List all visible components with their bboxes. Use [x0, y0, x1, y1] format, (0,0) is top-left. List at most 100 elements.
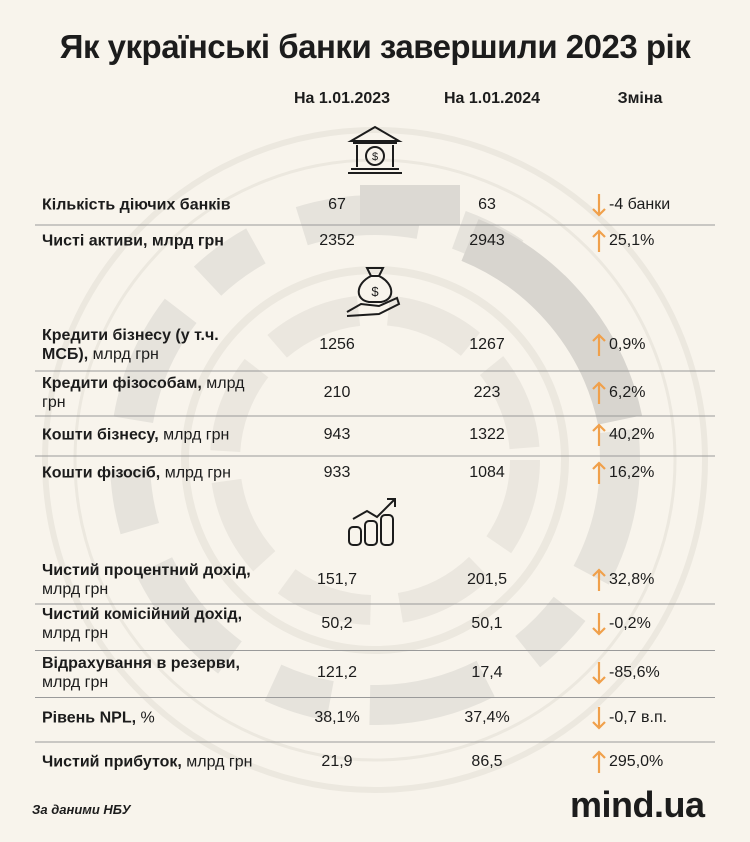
value-2024: 50,1: [471, 615, 503, 632]
value-2023: 1256: [319, 336, 355, 353]
change: 295,0%: [592, 750, 663, 774]
column-header: На 1.01.2023: [293, 90, 391, 107]
growth-icon: [348, 498, 396, 546]
arrow-up: [592, 750, 606, 773]
change-text: 0,9%: [609, 336, 646, 353]
arrow-up: [592, 229, 606, 252]
row-label: Кошти фізосіб, млрд грн: [42, 464, 267, 483]
table-row: Чистий прибуток, млрд грн 21,9 86,5 295,0%: [0, 740, 750, 784]
value-2024: 223: [473, 384, 501, 401]
svg-text:$: $: [372, 151, 378, 163]
value-2023: 121,2: [316, 664, 358, 681]
row-label: Кредити бізнесу (у т.ч. МСБ), млрд грн: [42, 326, 267, 364]
change-text: 25,1%: [609, 232, 655, 249]
arc: [461, 219, 643, 425]
change: -0,2%: [592, 612, 651, 636]
row-unit: млрд грн: [92, 346, 159, 363]
table-row: Кредити фізособам, млрд грн 210 223 6,2%: [0, 371, 750, 415]
change: 32,8%: [592, 568, 654, 592]
arrow-up: [592, 568, 606, 591]
row-name: Кредити бізнесу (у т.ч. МСБ),: [42, 327, 219, 363]
arrow-down: [592, 613, 606, 636]
table-row: Кошти бізнесу, млрд грн 943 1322 40,2%: [0, 413, 750, 457]
row-name: Чистий прибуток,: [42, 753, 182, 771]
row-unit: %: [140, 709, 155, 727]
table-row: Кошти фізосіб, млрд грн 933 1084 16,2%: [0, 451, 750, 495]
change: 25,1%: [592, 229, 654, 253]
value-2023: 38,1%: [314, 709, 360, 726]
row-name: Відрахування в резерви,: [42, 655, 240, 672]
row-unit: млрд грн: [42, 674, 109, 691]
change: -0,7 в.п.: [592, 706, 667, 730]
column-header: На 1.01.2024: [443, 90, 541, 107]
change-text: 16,2%: [609, 464, 655, 481]
change-text: 32,8%: [609, 571, 655, 588]
value-2024: 37,4%: [464, 709, 510, 726]
arrow-up: [592, 423, 606, 446]
value-2024: 1322: [469, 426, 505, 443]
column-header: Зміна: [617, 90, 663, 107]
row-label: Чисті активи, млрд грн: [42, 232, 267, 251]
table-row: Чисті активи, млрд грн 2352 2943 25,1%: [0, 219, 750, 263]
brand: mind.ua: [570, 784, 705, 825]
change-text: 40,2%: [609, 426, 655, 443]
row-label: Чистий прибуток, млрд грн: [42, 753, 267, 772]
value-2023: 21,9: [321, 753, 353, 770]
row-label: Рівень NPL, %: [42, 709, 267, 728]
table-row: Кредити бізнесу (у т.ч. МСБ), млрд грн 12…: [0, 323, 750, 367]
row-name: Чистий комісійний дохід,: [42, 606, 243, 623]
value-2024: 1267: [469, 336, 505, 353]
money-bag-icon: $: [346, 267, 401, 317]
bank-icon: $: [347, 125, 403, 174]
row-name: Чисті активи, млрд грн: [42, 232, 224, 250]
arrow-down: [592, 707, 606, 730]
arrow-up: [592, 461, 606, 484]
value-2023: 943: [323, 426, 351, 443]
row-name: Кошти фізосіб,: [42, 464, 161, 482]
row-name: Кількість діючих банків: [42, 196, 231, 214]
table-row: Чистий процентний дохід, млрд грн 151,7 20…: [0, 558, 750, 602]
row-name: Рівень NPL,: [42, 709, 137, 727]
row-unit: млрд грн: [186, 753, 253, 771]
change-text: -0,7 в.п.: [609, 709, 668, 726]
value-2023: 2352: [319, 232, 355, 249]
row-unit: млрд грн: [42, 625, 109, 642]
row-label: Кількість діючих банків: [42, 196, 267, 215]
row-name: Кошти бізнесу,: [42, 426, 159, 444]
value-2023: 67: [328, 196, 346, 213]
change: 16,2%: [592, 461, 654, 485]
value-2024: 63: [478, 196, 496, 213]
row-unit: млрд грн: [164, 464, 231, 482]
change-text: -0,2%: [609, 615, 651, 632]
row-name: Кредити фізособам,: [42, 375, 202, 392]
arrow-down: [592, 194, 606, 217]
row-unit: млрд грн: [42, 581, 109, 598]
row-unit: млрд грн: [42, 375, 245, 411]
value-2024: 1084: [469, 464, 505, 481]
value-2024: 201,5: [466, 571, 508, 588]
change: 6,2%: [592, 381, 645, 405]
source: За даними НБУ: [32, 802, 131, 817]
row-label: Кошти бізнесу, млрд грн: [42, 426, 267, 445]
change: 40,2%: [592, 423, 654, 447]
arrow-up: [592, 381, 606, 404]
svg-text:$: $: [371, 284, 379, 299]
value-2023: 933: [323, 464, 351, 481]
row-label: Відрахування в резерви, млрд грн: [42, 654, 267, 692]
row-label: Чистий комісійний дохід, млрд грн: [42, 605, 267, 643]
change: 0,9%: [592, 333, 645, 357]
row-name: Чистий процентний дохід,: [42, 562, 251, 579]
change: -85,6%: [592, 661, 660, 685]
table-row: Чистий комісійний дохід, млрд грн 50,2 50,…: [0, 602, 750, 646]
row-unit: млрд грн: [163, 426, 230, 444]
arrow-up: [592, 333, 606, 356]
change: -4 банки: [592, 193, 670, 217]
title: Як українські банки завершили 2023 рік: [59, 28, 691, 65]
table-row: Рівень NPL, % 38,1% 37,4% -0,7 в.п.: [0, 696, 750, 740]
value-2024: 17,4: [471, 664, 503, 681]
table-row: Відрахування в резерви, млрд грн 121,2 17,…: [0, 651, 750, 695]
value-2023: 50,2: [321, 615, 353, 632]
table-row: Кількість діючих банків 67 63 -4 банки: [0, 183, 750, 227]
